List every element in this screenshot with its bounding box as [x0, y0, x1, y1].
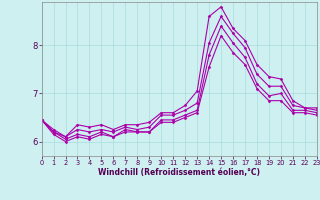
X-axis label: Windchill (Refroidissement éolien,°C): Windchill (Refroidissement éolien,°C) [98, 168, 260, 177]
